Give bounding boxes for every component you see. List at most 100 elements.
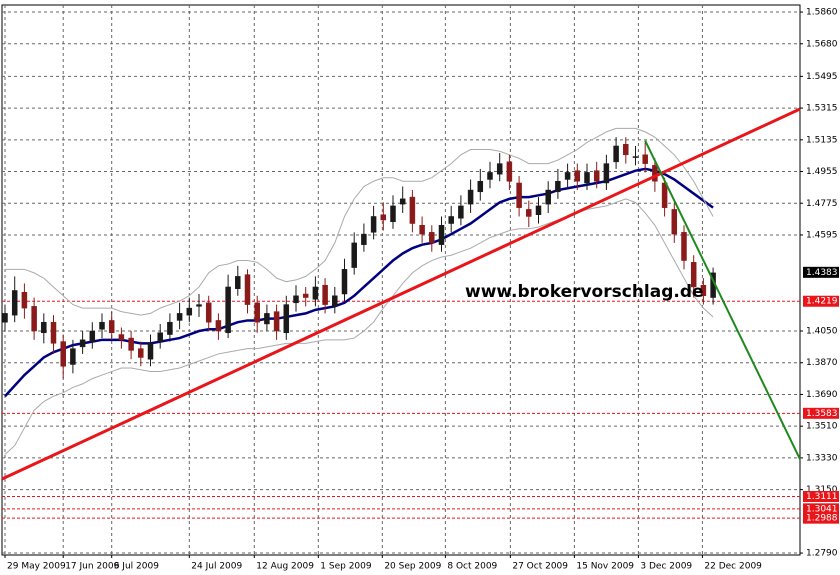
y-tick-label: 1.2790 — [806, 549, 838, 559]
candle-body — [438, 225, 445, 245]
candle-body — [555, 180, 561, 193]
indicator-line — [4, 167, 714, 398]
x-tick-label: 3 Dec 2009 — [640, 562, 692, 572]
x-tick-label: 1 Sep 2009 — [320, 562, 372, 572]
candle-body — [535, 205, 542, 215]
level-label: 1.3041 — [806, 504, 838, 514]
y-tick-label: 1.4050 — [806, 327, 838, 337]
y-tick-label: 1.4595 — [806, 230, 838, 240]
candle-body — [157, 332, 163, 342]
candle-body — [370, 216, 377, 233]
level-label: 1.2988 — [806, 514, 838, 524]
candle-body — [176, 313, 183, 321]
level-box — [803, 512, 839, 524]
indicator-line — [4, 198, 714, 455]
candle-body — [41, 321, 47, 334]
level-label: 1.3111 — [806, 492, 838, 502]
x-tick-label: 27 Oct 2009 — [512, 562, 568, 572]
candle-body — [273, 311, 280, 332]
candle-body — [118, 334, 125, 341]
candle-body — [574, 170, 581, 182]
y-tick-label: 1.3330 — [806, 453, 838, 463]
candle-body — [60, 341, 66, 367]
candle-body — [671, 209, 678, 235]
candle-body — [623, 143, 629, 156]
y-tick-label: 1.3510 — [806, 422, 838, 432]
y-tick-label: 1.5495 — [806, 72, 838, 82]
x-tick-label: 17 Jun 2009 — [65, 562, 119, 572]
candle-body — [603, 163, 610, 184]
trend-line — [644, 140, 801, 460]
candle-body — [186, 307, 193, 316]
level-box — [803, 503, 839, 515]
y-tick-label: 1.3150 — [806, 485, 838, 495]
level-box — [803, 295, 839, 307]
candle-body — [293, 295, 299, 304]
candle-body — [283, 304, 290, 334]
x-tick-label: 22 Dec 2009 — [704, 562, 762, 572]
candle-body — [690, 262, 697, 288]
candle-body — [458, 205, 464, 219]
y-tick-label: 1.5860 — [806, 8, 838, 18]
candle-body — [380, 214, 387, 221]
candle-body — [526, 209, 532, 217]
candle-body — [652, 165, 658, 182]
candle-body — [302, 293, 309, 298]
candle-body — [409, 196, 416, 224]
candle-body — [167, 321, 173, 335]
candle-body — [205, 302, 212, 323]
candle-body — [516, 182, 522, 208]
candle-body — [70, 348, 76, 365]
candle-body — [506, 161, 513, 182]
candle-body — [312, 286, 319, 300]
candle-body — [138, 348, 144, 358]
candle-body — [89, 330, 96, 342]
candle-body — [399, 198, 406, 205]
level-box — [803, 490, 839, 502]
candle-body — [361, 233, 367, 245]
y-tick-label: 1.4775 — [806, 199, 838, 209]
x-tick-label: 15 Nov 2009 — [576, 562, 634, 572]
candle-body — [341, 269, 348, 295]
y-tick-label: 1.5680 — [806, 39, 838, 49]
x-tick-label: 12 Aug 2009 — [256, 562, 314, 572]
candle-body — [613, 145, 619, 163]
grid — [2, 5, 803, 558]
candle-body — [700, 284, 707, 297]
indicator-line — [5, 127, 714, 316]
last-price-box — [803, 266, 839, 278]
x-tick-label: 24 Jul 2009 — [191, 562, 242, 572]
candle-body — [31, 306, 37, 332]
candle-body — [429, 232, 435, 244]
candle-body — [487, 172, 493, 180]
y-tick-label: 1.5315 — [806, 104, 838, 114]
candle-body — [99, 321, 105, 330]
candle-body — [50, 321, 57, 344]
x-tick-label: 20 Sep 2009 — [384, 562, 441, 572]
candle-body — [419, 225, 425, 235]
candle-body — [244, 274, 251, 305]
x-tick-label: 6 Jul 2009 — [114, 562, 159, 572]
marks — [1, 107, 801, 481]
candle-body — [235, 276, 241, 289]
level-label: 1.4219 — [806, 297, 838, 307]
plot-frame — [1, 4, 801, 556]
candle-body — [467, 189, 474, 205]
candle-body — [632, 156, 639, 158]
candle-body — [477, 180, 484, 193]
candle-body — [496, 163, 503, 175]
candle-body — [225, 286, 231, 334]
candle-body — [351, 242, 357, 268]
candle-body — [448, 216, 454, 224]
y-tick-label: 1.3870 — [806, 358, 838, 368]
candle-body — [264, 313, 270, 325]
candle-body — [108, 320, 115, 334]
candle-body — [681, 232, 687, 261]
watermark: www.brokervorschlag.de — [465, 282, 704, 302]
y-tick-label: 1.4955 — [806, 167, 838, 177]
candle-body — [322, 284, 328, 305]
candle-body — [642, 154, 648, 164]
candle-body — [21, 291, 28, 309]
